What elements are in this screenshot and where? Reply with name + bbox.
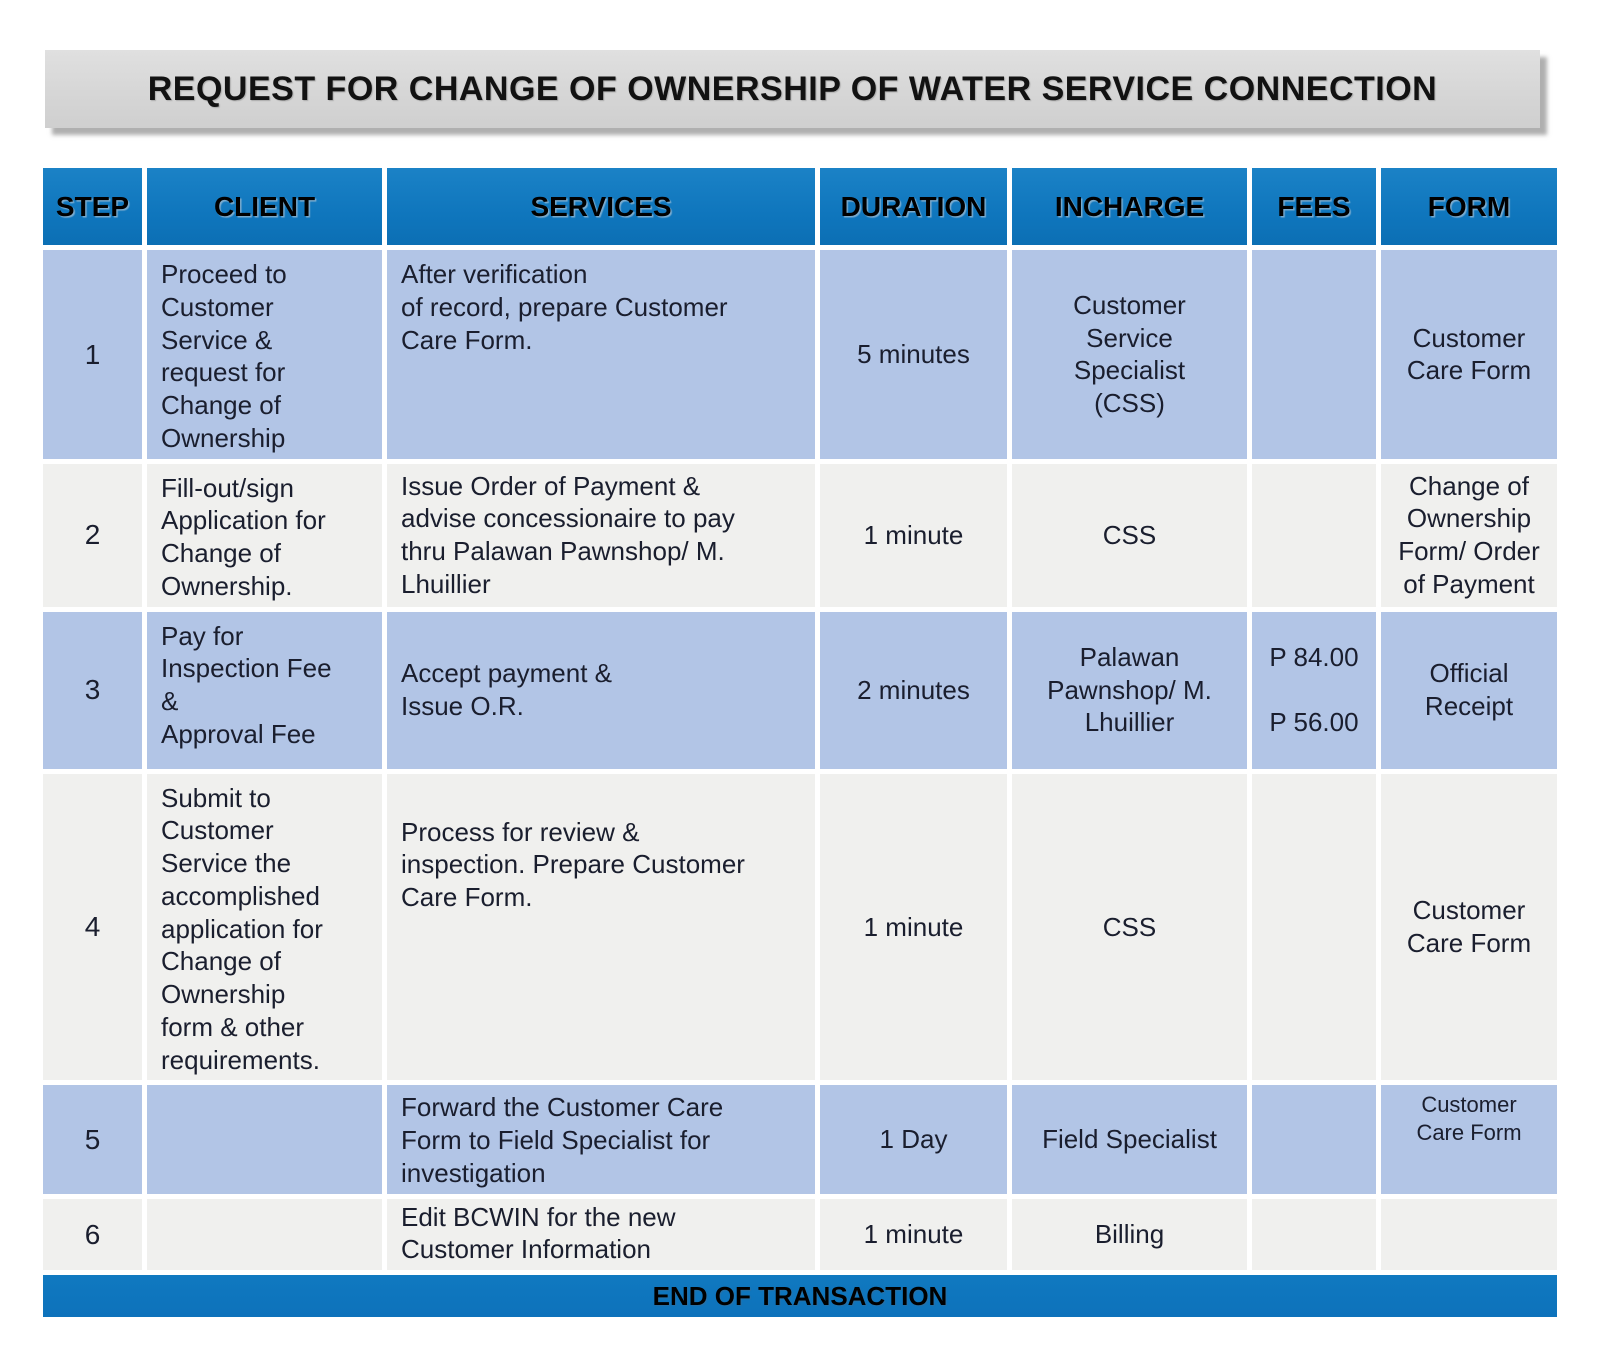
client-cell: Proceed to Customer Service & request fo… bbox=[147, 250, 387, 464]
form-cell: Customer Care Form bbox=[1381, 1085, 1557, 1199]
step-cell: 4 bbox=[43, 773, 147, 1086]
form-cell: Customer Care Form bbox=[1381, 773, 1557, 1086]
fees-cell bbox=[1252, 250, 1381, 464]
column-header-client: CLIENT bbox=[147, 168, 387, 250]
duration-cell: 1 minute bbox=[820, 773, 1012, 1086]
incharge-cell: Customer Service Specialist (CSS) bbox=[1012, 250, 1252, 464]
incharge-cell: Billing bbox=[1012, 1198, 1252, 1275]
form-cell: Official Receipt bbox=[1381, 611, 1557, 774]
column-header-form: FORM bbox=[1381, 168, 1557, 250]
duration-cell: 5 minutes bbox=[820, 250, 1012, 464]
table-row: 1 Proceed to Customer Service & request … bbox=[43, 250, 1557, 464]
table-row: 5 Forward the Customer Care Form to Fiel… bbox=[43, 1085, 1557, 1199]
table-header-row: STEP CLIENT SERVICES DURATION INCHARGE F… bbox=[43, 168, 1557, 250]
step-cell: 6 bbox=[43, 1198, 147, 1275]
column-header-incharge: INCHARGE bbox=[1012, 168, 1252, 250]
client-cell bbox=[147, 1085, 387, 1199]
fees-cell bbox=[1252, 1085, 1381, 1199]
step-cell: 3 bbox=[43, 611, 147, 774]
services-cell: Edit BCWIN for the new Customer Informat… bbox=[387, 1198, 820, 1275]
client-cell: Fill-out/sign Application for Change of … bbox=[147, 463, 387, 612]
step-cell: 1 bbox=[43, 250, 147, 464]
column-header-fees: FEES bbox=[1252, 168, 1381, 250]
services-cell: Accept payment & Issue O.R. bbox=[387, 611, 820, 774]
page-title: REQUEST FOR CHANGE OF OWNERSHIP OF WATER… bbox=[147, 69, 1438, 108]
duration-cell: 1 minute bbox=[820, 463, 1012, 612]
services-cell: After verification of record, prepare Cu… bbox=[387, 250, 820, 464]
fees-cell bbox=[1252, 773, 1381, 1086]
service-steps-table: STEP CLIENT SERVICES DURATION INCHARGE F… bbox=[43, 168, 1557, 1317]
column-header-step: STEP bbox=[43, 168, 147, 250]
fees-cell bbox=[1252, 1198, 1381, 1275]
incharge-cell: CSS bbox=[1012, 463, 1252, 612]
fees-cell: P 84.00 P 56.00 bbox=[1252, 611, 1381, 774]
table-row: 4 Submit to Customer Service the accompl… bbox=[43, 773, 1557, 1086]
end-of-transaction-label: END OF TRANSACTION bbox=[43, 1275, 1557, 1317]
incharge-cell: Palawan Pawnshop/ M. Lhuillier bbox=[1012, 611, 1252, 774]
incharge-cell: CSS bbox=[1012, 773, 1252, 1086]
services-cell: Process for review & inspection. Prepare… bbox=[387, 773, 820, 1086]
duration-cell: 1 minute bbox=[820, 1198, 1012, 1275]
services-cell: Forward the Customer Care Form to Field … bbox=[387, 1085, 820, 1199]
step-cell: 2 bbox=[43, 463, 147, 612]
form-cell: Customer Care Form bbox=[1381, 250, 1557, 464]
client-cell: Pay for Inspection Fee & Approval Fee bbox=[147, 611, 387, 774]
column-header-services: SERVICES bbox=[387, 168, 820, 250]
table-row: 3 Pay for Inspection Fee & Approval Fee … bbox=[43, 611, 1557, 774]
services-cell: Issue Order of Payment & advise concessi… bbox=[387, 463, 820, 612]
form-cell bbox=[1381, 1198, 1557, 1275]
fees-cell bbox=[1252, 463, 1381, 612]
duration-cell: 2 minutes bbox=[820, 611, 1012, 774]
duration-cell: 1 Day bbox=[820, 1085, 1012, 1199]
client-cell bbox=[147, 1198, 387, 1275]
step-cell: 5 bbox=[43, 1085, 147, 1199]
table-row: 2 Fill-out/sign Application for Change o… bbox=[43, 463, 1557, 612]
table-row: 6 Edit BCWIN for the new Customer Inform… bbox=[43, 1198, 1557, 1275]
column-header-duration: DURATION bbox=[820, 168, 1012, 250]
title-banner: REQUEST FOR CHANGE OF OWNERSHIP OF WATER… bbox=[45, 50, 1540, 128]
client-cell: Submit to Customer Service the accomplis… bbox=[147, 773, 387, 1086]
end-of-transaction-bar: END OF TRANSACTION bbox=[43, 1275, 1557, 1317]
incharge-cell: Field Specialist bbox=[1012, 1085, 1252, 1199]
form-cell: Change of Ownership Form/ Order of Payme… bbox=[1381, 463, 1557, 612]
